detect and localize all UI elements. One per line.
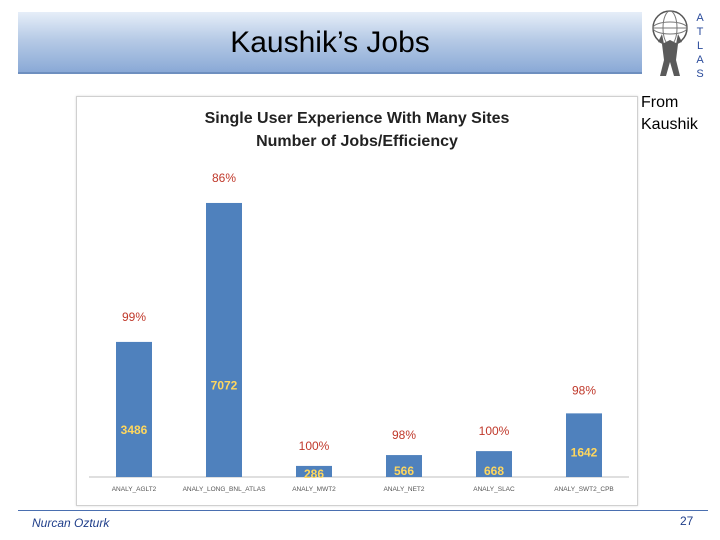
atlas-logo-icon: A T L A S [652, 10, 704, 80]
chart-title-line2: Number of Jobs/Efficiency [256, 133, 458, 150]
source-note: From Kaushik [641, 92, 698, 136]
category-label: ANALY_LONG_BNL_ATLAS [183, 486, 267, 493]
bar [566, 413, 602, 477]
bar [386, 455, 422, 477]
bar-value-label: 1642 [571, 446, 598, 460]
chart-title-line1: Single User Experience With Many Sites [205, 110, 510, 127]
category-label: ANALY_SLAC [473, 486, 515, 493]
bar-value-label: 3486 [121, 423, 148, 437]
category-label: ANALY_AGLT2 [112, 486, 157, 493]
efficiency-label: 86% [212, 171, 236, 185]
logo-letter: T [697, 26, 704, 38]
logo-letter: A [696, 54, 704, 66]
bar [476, 451, 512, 477]
bar-chart: Single User Experience With Many Sites N… [89, 110, 629, 493]
bar-value-label: 7072 [211, 378, 238, 392]
category-label: ANALY_NET2 [383, 486, 424, 493]
logo-letter: A [696, 12, 704, 24]
category-label: ANALY_MWT2 [292, 486, 336, 493]
chart-frame: Single User Experience With Many Sites N… [76, 96, 638, 506]
bar [296, 465, 332, 477]
efficiency-label: 100% [299, 439, 330, 453]
bar [116, 341, 152, 477]
author-name: Nurcan Ozturk [32, 516, 110, 530]
bar-value-label: 286 [304, 467, 324, 481]
efficiency-label: 98% [392, 428, 416, 442]
title-bar: Kaushik’s Jobs [18, 12, 642, 74]
source-note-line2: Kaushik [641, 116, 698, 133]
efficiency-label: 100% [479, 424, 510, 438]
slide-title: Kaushik’s Jobs [230, 26, 430, 59]
category-label: ANALY_SWT2_CPB [554, 486, 613, 493]
logo-letter: L [697, 40, 703, 52]
footer-divider [18, 510, 708, 511]
source-note-line1: From [641, 94, 679, 111]
logo-letter: S [696, 68, 703, 80]
efficiency-label: 99% [122, 310, 146, 324]
page-number: 27 [680, 514, 694, 528]
bar-value-label: 566 [394, 464, 414, 478]
efficiency-label: 98% [572, 383, 596, 397]
bar [206, 202, 242, 477]
bar-value-label: 668 [484, 464, 504, 478]
